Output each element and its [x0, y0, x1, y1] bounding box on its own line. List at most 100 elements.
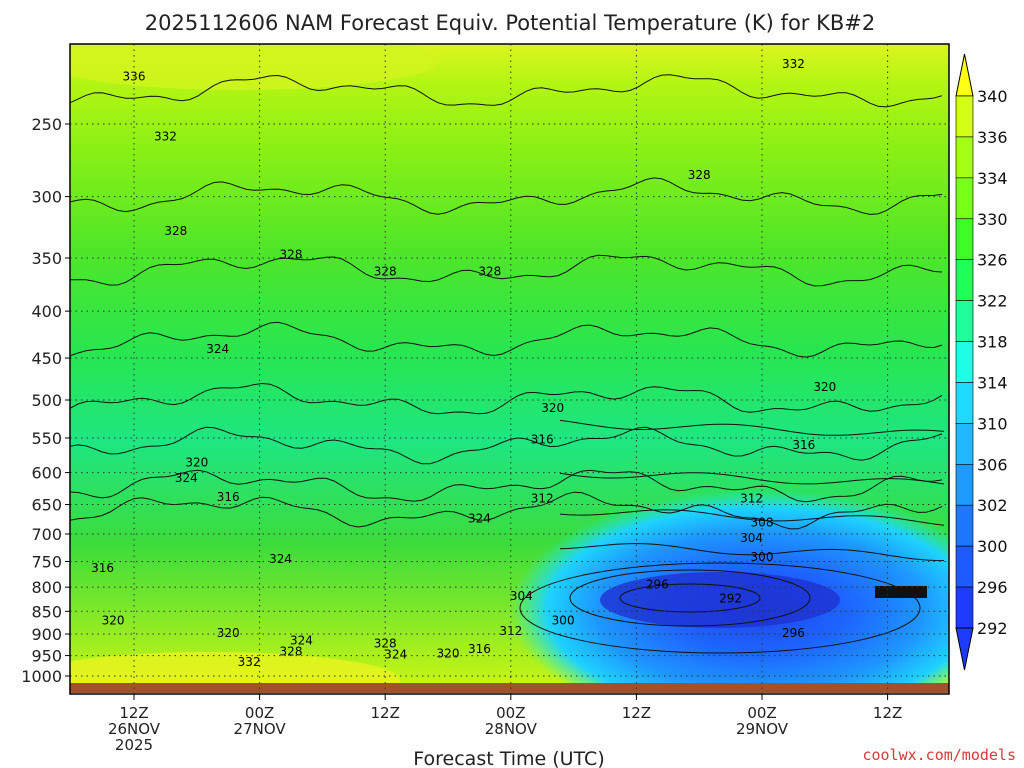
x-tick-label: 12Z: [622, 704, 651, 722]
contour-label: 324: [468, 511, 491, 525]
colorbar-label: 326: [977, 251, 1008, 270]
y-tick-label: 650: [31, 495, 62, 514]
colorbar-label: 336: [977, 128, 1008, 147]
contour-line: [70, 469, 943, 503]
grid: [70, 44, 949, 694]
x-tick-label: 00Z: [747, 704, 776, 722]
colorbar: 340 336 334 330 326 322 318 314 310 306 302 300 296 2…: [955, 53, 1008, 671]
y-tick-label: 250: [31, 115, 62, 134]
colorbar-label: 334: [977, 169, 1008, 188]
y-tick-label: 1000: [21, 667, 62, 686]
contour-label: 324: [384, 648, 407, 662]
credit-text: coolwx.com/models: [862, 746, 1016, 764]
contour-line: [559, 543, 945, 562]
contour-label: 296: [646, 578, 669, 592]
plot-frame: [69, 43, 950, 695]
cold-strip: [875, 586, 927, 598]
contour-label: 328: [688, 168, 711, 182]
colorbar-segment: [955, 95, 974, 138]
contour-label: 304: [740, 531, 763, 545]
contour-label: 336: [123, 70, 146, 84]
contour-label: 300: [751, 550, 774, 564]
colorbar-segment: [955, 341, 974, 383]
x-tick-label: 12Z: [873, 704, 902, 722]
colorbar-label: 306: [977, 455, 1008, 474]
y-tick-label: 350: [31, 249, 62, 268]
colorbar-label: 340: [977, 87, 1008, 106]
contour-label: 332: [238, 655, 261, 669]
contour-label: 308: [751, 515, 774, 529]
contour-label: 324: [290, 634, 313, 648]
contour-label: 328: [478, 264, 501, 278]
x-tick-label: 00Z: [245, 704, 274, 722]
y-tick-label: 450: [31, 349, 62, 368]
contour-lines: [70, 74, 945, 654]
chart-title: 2025112606 NAM Forecast Equiv. Potential…: [145, 11, 875, 35]
x-tick-label: 2025: [115, 736, 153, 754]
contour-line: [559, 419, 945, 436]
contour-label: 316: [468, 642, 491, 656]
contour-label: 332: [782, 57, 805, 71]
colorbar-segment: [955, 464, 974, 506]
contour-label: 296: [782, 626, 805, 640]
contour-label: 316: [531, 432, 554, 446]
x-tick-label: 12Z: [119, 704, 148, 722]
colorbar-label: 310: [977, 414, 1008, 433]
colorbar-segment: [955, 423, 974, 465]
contour-line: [70, 74, 943, 108]
colorbar-segment: [955, 259, 974, 301]
contour-line: [70, 491, 943, 530]
contour-label: 320: [217, 626, 240, 640]
contour-line: [569, 569, 811, 627]
colorbar-label: 300: [977, 537, 1008, 556]
x-axis-label: Forecast Time (UTC): [413, 748, 604, 768]
x-tick-label: 27NOV: [234, 720, 287, 738]
y-tick-label: 750: [31, 552, 62, 571]
contour-label: 320: [185, 456, 208, 470]
y-tick-label: 300: [31, 188, 62, 207]
upper-warm-pocket: [70, 44, 440, 90]
colorbar-segment: [955, 504, 974, 547]
colorbar-segment: [955, 545, 974, 588]
colorbar-segment: [955, 586, 974, 629]
y-tick-label: 400: [31, 302, 62, 321]
contour-label: 324: [175, 471, 198, 485]
contour-label: 312: [499, 624, 522, 638]
contour-line: [70, 254, 943, 287]
contour-line: [519, 562, 921, 654]
colorbar-label: 292: [977, 619, 1008, 638]
x-tick-label: 12Z: [371, 704, 400, 722]
colorbar-label: 322: [977, 292, 1008, 311]
contour-label: 312: [531, 491, 554, 505]
contour-label: 320: [437, 646, 460, 660]
colorbar-extend-min: [955, 627, 974, 671]
colorbar-label: 318: [977, 333, 1008, 352]
x-tick-label: 29NOV: [736, 720, 789, 738]
contour-line: [619, 583, 761, 613]
y-tick-label: 950: [31, 647, 62, 666]
contour-line: [559, 472, 945, 485]
contour-label: 320: [813, 380, 836, 394]
contour-line: [70, 382, 943, 415]
surface-warm-layer: [70, 652, 400, 685]
contour-label: 328: [280, 248, 303, 262]
colorbar-label: 330: [977, 210, 1008, 229]
x-tick-label: 28NOV: [485, 720, 538, 738]
y-tick-label: 500: [31, 391, 62, 410]
contour-label: 292: [719, 591, 742, 605]
colorbar-label: 314: [977, 373, 1008, 392]
y-tick-label: 700: [31, 525, 62, 544]
contour-label: 320: [102, 614, 125, 628]
contour-label: 324: [269, 552, 292, 566]
contour-line: [70, 321, 943, 358]
x-tick-label: 00Z: [496, 704, 525, 722]
y-tick-label: 900: [31, 625, 62, 644]
colorbar-segment: [955, 136, 974, 179]
y-tick-label: 550: [31, 429, 62, 448]
contour-label: 332: [154, 130, 177, 144]
colorbar-segment: [955, 218, 974, 260]
contour-label: 320: [541, 401, 564, 415]
colorbar-extend-max: [955, 53, 974, 97]
contour-label: 316: [217, 490, 240, 504]
